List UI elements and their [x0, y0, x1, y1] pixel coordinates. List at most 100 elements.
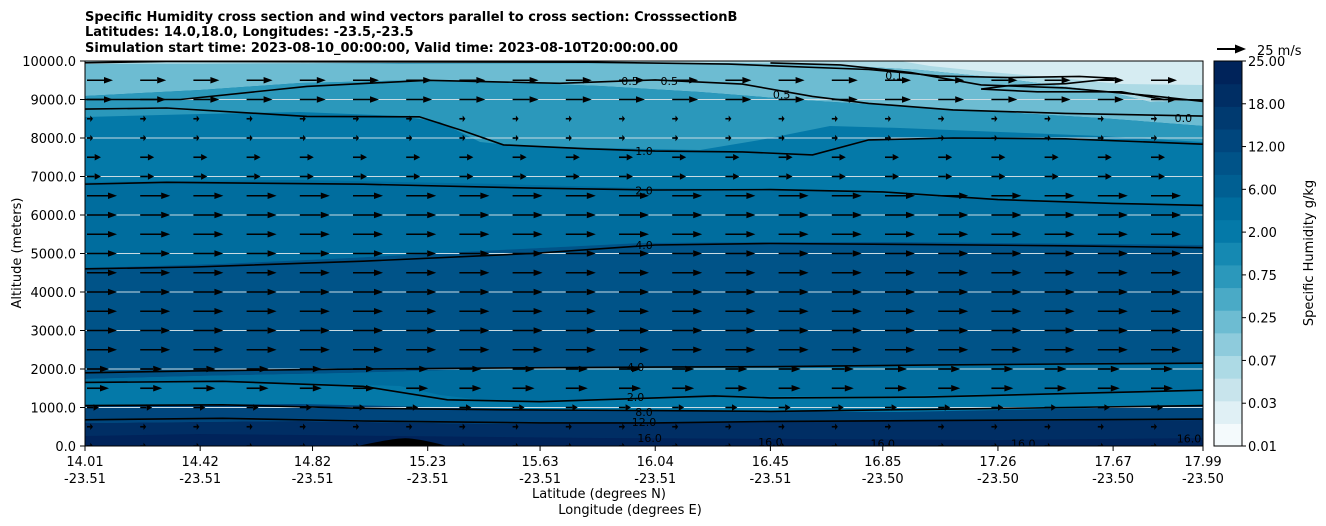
- wind-vector-arrow: [193, 327, 224, 334]
- wind-vector-arrow: [1097, 327, 1128, 334]
- humidity-fill-lower-layer: [85, 364, 1203, 402]
- wind-vector-arrow: [1097, 423, 1104, 430]
- wind-vector-arrow: [778, 365, 801, 373]
- wind-vector-arrow: [672, 288, 703, 296]
- wind-vector-arrow: [512, 77, 539, 84]
- wind-vector-arrow: [140, 442, 147, 446]
- wind-vector-arrow: [938, 192, 969, 199]
- wind-vector-arrow: [778, 288, 809, 296]
- wind-vector-arrow: [246, 404, 259, 411]
- wind-vector-arrow: [193, 346, 224, 353]
- wind-vector-arrow: [512, 327, 543, 334]
- wind-vector-arrow: [1151, 173, 1165, 180]
- terrain-mask: [357, 438, 448, 446]
- wind-vector-arrow: [459, 288, 490, 296]
- wind-vector-arrow: [459, 192, 490, 199]
- wind-vector-arrow: [406, 404, 419, 411]
- wind-vector-arrow: [885, 96, 911, 103]
- contour-label: 16.0: [758, 436, 783, 449]
- wind-vector-arrow: [406, 231, 437, 238]
- wind-vector-arrow: [565, 250, 596, 257]
- wind-vector-arrow: [406, 385, 429, 392]
- wind-vector-arrow: [619, 365, 641, 373]
- wind-vector-arrow: [246, 288, 277, 296]
- wind-vector-arrow: [1097, 134, 1104, 142]
- wind-vector-arrow: [1151, 269, 1181, 276]
- colorbar-tick-label: 0.01: [1248, 440, 1277, 455]
- wind-vector-arrow: [831, 346, 862, 353]
- colorbar-segment: [1214, 332, 1242, 357]
- wind-vector-arrow: [406, 288, 437, 296]
- wind-vector-arrow: [406, 308, 437, 315]
- x-tick-label-longitude: -23.50: [1092, 472, 1134, 487]
- wind-vector-arrow: [938, 96, 965, 103]
- colorbar-tick-label: 2.00: [1248, 226, 1277, 241]
- wind-vector-arrow: [831, 77, 858, 84]
- wind-vector-arrow: [565, 346, 596, 353]
- wind-vector-arrow: [406, 96, 433, 103]
- wind-vector-arrow: [1097, 288, 1128, 296]
- wind-vector-arrow: [1044, 134, 1051, 142]
- wind-vector-arrow: [140, 327, 171, 334]
- wind-vector-arrow: [87, 96, 113, 103]
- wind-vector-arrow: [1151, 385, 1173, 392]
- contour-label: 0.5: [621, 75, 639, 88]
- wind-vector-arrow: [299, 308, 330, 315]
- wind-vector-arrow: [193, 173, 208, 180]
- wind-vector-arrow: [459, 77, 486, 84]
- wind-vector-arrow: [1097, 192, 1128, 199]
- wind-vector-arrow: [885, 269, 915, 276]
- wind-vector-arrow: [831, 442, 838, 446]
- wind-vector-arrow: [353, 211, 383, 219]
- wind-vector-arrow: [885, 115, 891, 122]
- quiver-key: 25 m/s: [1217, 44, 1302, 59]
- contour-line-4.0: [85, 362, 1203, 374]
- wind-vector-arrow: [459, 211, 490, 219]
- wind-vector-arrow: [140, 423, 147, 430]
- wind-vector-arrow: [140, 77, 167, 84]
- x-tick-label-longitude: -23.51: [634, 472, 676, 487]
- wind-vector-arrow: [140, 115, 147, 122]
- wind-vector-arrow: [778, 442, 785, 446]
- wind-vector-arrow: [246, 269, 277, 276]
- wind-vector-arrow: [406, 134, 413, 142]
- wind-vector-arrow: [513, 462, 519, 468]
- x-tick-label-longitude: -23.51: [179, 472, 221, 487]
- wind-vector-arrow: [87, 269, 117, 276]
- wind-vector-arrow: [87, 211, 117, 219]
- wind-vector-arrow: [619, 211, 649, 219]
- colorbar-segment: [1214, 151, 1242, 175]
- wind-vector-arrow: [725, 231, 756, 238]
- wind-vector-arrow: [1044, 288, 1075, 296]
- wind-vector-arrow: [353, 404, 365, 411]
- colorbar-segment: [1214, 264, 1242, 289]
- wind-vector-arrow: [672, 365, 695, 373]
- wind-vector-arrow: [1044, 404, 1057, 411]
- wind-vector-arrow: [725, 250, 756, 257]
- wind-vector-arrow: [406, 154, 421, 161]
- wind-vector-arrow: [406, 115, 413, 122]
- wind-vector-arrow: [1097, 173, 1112, 180]
- wind-vectors: [87, 77, 1181, 468]
- wind-vector-arrow: [565, 288, 596, 296]
- wind-vector-arrow: [406, 211, 437, 219]
- wind-vector-arrow: [1151, 192, 1181, 199]
- colorbar: [1213, 60, 1243, 447]
- wind-vector-arrow: [459, 154, 474, 161]
- wind-vector-arrow: [619, 77, 645, 84]
- wind-vector-arrow: [87, 250, 117, 257]
- wind-vector-arrow: [87, 365, 109, 373]
- wind-vector-arrow: [512, 250, 543, 257]
- colorbar-tick-label: 0.75: [1248, 269, 1277, 284]
- wind-vector-arrow: [1151, 442, 1157, 446]
- x-tick-label-latitude: 16.45: [752, 455, 789, 470]
- y-tick-label: 0.0: [55, 440, 76, 455]
- colorbar-segment: [1214, 400, 1242, 424]
- x-tick-label-longitude: -23.50: [862, 472, 904, 487]
- wind-vector-arrow: [619, 404, 631, 411]
- wind-vector-arrow: [885, 346, 915, 353]
- wind-vector-arrow: [1097, 250, 1128, 257]
- wind-vector-arrow: [1097, 442, 1104, 446]
- wind-vector-arrow: [459, 173, 474, 180]
- wind-vector-arrow: [938, 327, 969, 334]
